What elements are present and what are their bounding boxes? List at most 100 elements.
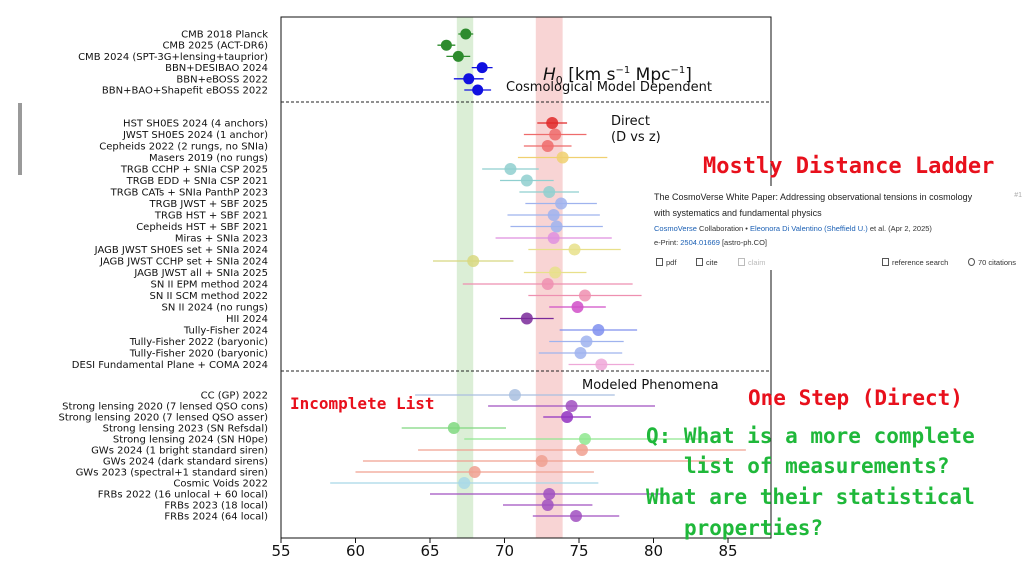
measurement-label: JWST SH0ES 2024 (1 anchor): [122, 130, 268, 141]
measurement-label: CMB 2024 (SPT-3G+lensing+tauprior): [78, 52, 268, 63]
measurement-label: FRBs 2022 (16 unlocal + 60 local): [98, 490, 268, 501]
data-point: [546, 117, 559, 129]
annotation-mostly-distance-ladder: Mostly Distance Ladder: [703, 154, 995, 179]
paper-title-line2[interactable]: with systematics and fundamental physics: [654, 208, 822, 218]
measurement-label: JAGB JWST all + SNIa 2025: [133, 268, 268, 279]
annotation-incomplete-list: Incomplete List: [290, 394, 435, 413]
claim-button[interactable]: claim: [738, 258, 766, 267]
plot-frame: [280, 16, 772, 539]
annotation-one-step-direct: One Step (Direct): [748, 386, 963, 410]
data-point: [556, 151, 569, 164]
pdf-button[interactable]: pdf: [656, 258, 676, 267]
measurement-label: Masers 2019 (no rungs): [149, 153, 268, 164]
measurement-label: TRGB CCHP + SNIa CSP 2025: [120, 165, 268, 176]
data-point: [452, 50, 464, 62]
data-point: [467, 255, 480, 267]
measurement-label: DESI Fundamental Plane + COMA 2024: [72, 360, 268, 371]
data-point: [549, 266, 562, 279]
measurement-label: SN II SCM method 2022: [150, 291, 268, 302]
data-point: [535, 455, 548, 467]
reference-search-button[interactable]: reference search: [882, 258, 948, 267]
claim-label: claim: [748, 258, 766, 267]
measurement-label: JAGB JWST CCHP set + SNIa 2024: [99, 257, 268, 268]
pdf-label: pdf: [666, 258, 677, 267]
section-label-direct: Direct (D vs z): [611, 114, 661, 145]
annotation-question-line4: properties?: [684, 516, 824, 540]
measurement-label: TRGB HST + SBF 2021: [154, 211, 268, 222]
claim-icon: [738, 258, 745, 266]
data-point: [541, 140, 554, 152]
cite-label: cite: [706, 258, 718, 267]
reference-search-icon: [882, 258, 889, 266]
measurement-label: FRBs 2024 (64 local): [164, 512, 268, 523]
inspire-paper-card: The CosmoVerse White Paper: Addressing o…: [646, 186, 1024, 270]
data-point: [541, 499, 554, 511]
author-link[interactable]: Eleonora Di Valentino (Sheffield U.): [750, 224, 868, 233]
data-point: [504, 163, 517, 175]
measurement-label: Miras + SNIa 2023: [175, 234, 268, 245]
data-point: [561, 411, 574, 423]
measurement-label: CMB 2025 (ACT-DR6): [162, 41, 268, 52]
data-point: [440, 39, 452, 51]
measurement-label: GWs 2024 (1 bright standard siren): [91, 446, 268, 457]
data-point: [541, 278, 554, 290]
data-point: [543, 186, 556, 198]
measurement-label: Strong lensing 2023 (SN Refsdal): [103, 424, 268, 435]
data-point: [476, 62, 488, 74]
x-tick-label: 80: [644, 542, 663, 560]
annotation-question-line2: list of measurements?: [684, 454, 950, 478]
data-point: [547, 209, 560, 221]
citations-icon: [968, 258, 975, 266]
measurement-label: GWs 2024 (dark standard sirens): [103, 457, 268, 468]
reference-band-0: [456, 17, 474, 538]
data-point: [547, 232, 560, 244]
paper-title-line1[interactable]: The CosmoVerse White Paper: Addressing o…: [654, 192, 973, 202]
data-point: [468, 466, 481, 478]
data-point: [575, 444, 588, 456]
measurement-label: SN II 2024 (no rungs): [162, 303, 269, 314]
measurement-label: Tully-Fisher 2022 (baryonic): [129, 337, 268, 348]
section-label-model-dependent: Cosmological Model Dependent: [506, 80, 712, 95]
collaboration-link[interactable]: CosmoVerse: [654, 224, 697, 233]
x-tick-label: 70: [495, 542, 514, 560]
measurement-label: CC (GP) 2022: [201, 391, 268, 402]
measurement-label: GWs 2023 (spectral+1 standard siren): [76, 468, 269, 479]
eprint-link[interactable]: 2504.01669: [680, 238, 720, 247]
pdf-icon: [656, 258, 663, 266]
reference-search-label: reference search: [892, 258, 949, 267]
section-label-modeled: Modeled Phenomena: [582, 378, 719, 393]
measurement-label: BBN+DESIBAO 2024: [165, 63, 268, 74]
annotation-question-line1: Q: What is a more complete: [646, 424, 975, 448]
measurement-label: FRBs 2023 (18 local): [164, 501, 268, 512]
data-point: [568, 243, 581, 256]
measurement-label: Strong lensing 2024 (SN H0pe): [113, 435, 268, 446]
author-suffix: et al. (Apr 2, 2025): [867, 224, 932, 233]
data-point: [460, 28, 472, 40]
measurement-label: Tully-Fisher 2020 (baryonic): [129, 349, 268, 360]
data-point: [520, 312, 533, 325]
measurement-label: HII 2024: [226, 314, 268, 325]
data-point: [463, 73, 475, 85]
data-point: [574, 347, 587, 359]
data-point: [592, 324, 605, 336]
measurement-label: CMB 2018 Planck: [181, 30, 268, 41]
eprint-suffix: [astro-ph.CO]: [719, 238, 767, 247]
measurement-label: BBN+eBOSS 2022: [176, 74, 268, 85]
data-point: [595, 358, 608, 371]
x-tick-label: 75: [569, 542, 588, 560]
section-label-direct-line1: Direct: [611, 114, 650, 129]
data-point: [508, 389, 521, 401]
cite-button[interactable]: cite: [696, 258, 718, 267]
measurement-label: Strong lensing 2020 (7 lensed QSO asser): [59, 413, 269, 424]
collab-suffix: Collaboration •: [696, 224, 751, 233]
measurement-label: Strong lensing 2020 (7 lensed QSO cons): [62, 402, 268, 413]
measurement-label: Cepheids 2022 (2 rungs, no SNIa): [99, 142, 268, 153]
section-label-direct-line2: (D vs z): [611, 130, 661, 145]
data-point: [549, 128, 562, 141]
measurement-label: HST SH0ES 2024 (4 anchors): [123, 119, 268, 130]
measurement-label: Cosmic Voids 2022: [173, 479, 268, 490]
measurement-label: BBN+BAO+Shapefit eBOSS 2022: [102, 86, 268, 97]
citations-button[interactable]: 70 citations: [968, 258, 1016, 267]
x-tick-label: 60: [346, 542, 365, 560]
